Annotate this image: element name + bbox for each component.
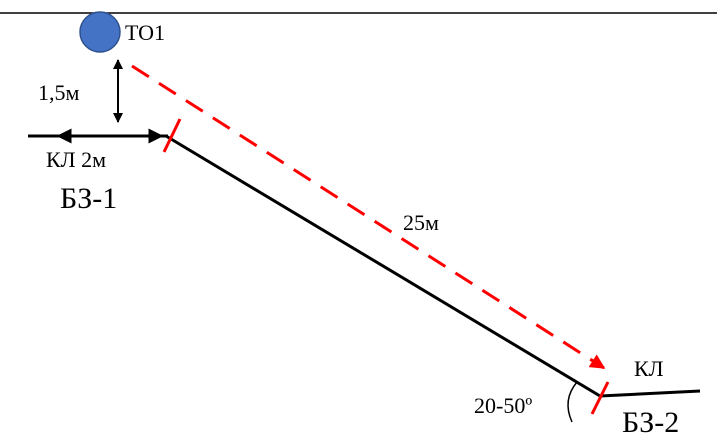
cable-left-label: КЛ 2м [46, 147, 106, 172]
angle-label: 20-50º [474, 393, 532, 418]
slope-line [165, 134, 601, 398]
boundary-tick-right [590, 381, 610, 415]
station-label: ТО1 [125, 20, 165, 45]
boundary-tick-left [162, 118, 182, 153]
distance-dashed-arrow [131, 64, 606, 370]
height-label: 1,5м [38, 80, 80, 105]
station-circle-icon [79, 11, 121, 53]
angle-arc [567, 381, 578, 423]
zone-left-label: БЗ-1 [60, 182, 117, 215]
cable-right-label: КЛ [634, 356, 664, 381]
distance-label: 25м [403, 210, 439, 235]
ground-line-right [599, 389, 701, 398]
zone-right-label: БЗ-2 [622, 406, 679, 434]
